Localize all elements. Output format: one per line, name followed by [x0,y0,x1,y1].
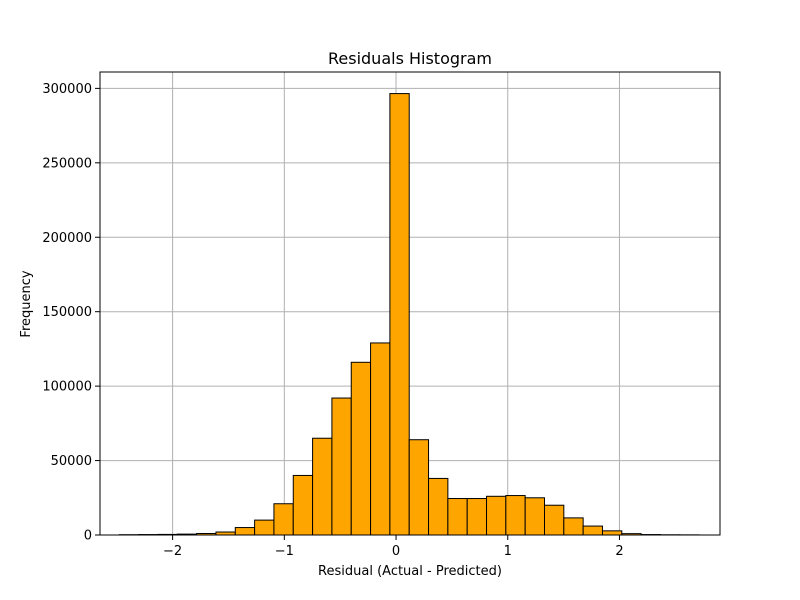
y-tick-label: 50000 [51,454,92,469]
histogram-bar [486,495,507,536]
histogram-bar [370,342,391,536]
y-tick-label: 200000 [42,231,92,246]
x-tick-label: 0 [392,544,400,559]
histogram-bar [350,361,372,536]
histogram-bar [505,495,526,536]
plot-frame [99,71,721,536]
histogram-bar [408,439,430,536]
histogram-bar [582,525,603,536]
y-tick-label: 100000 [42,380,92,395]
x-axis-ticks: −2 −1 0 1 2 [163,535,624,559]
x-axis-label: Residual (Actual - Predicted) [318,564,502,579]
y-tick-label: 300000 [42,82,92,97]
histogram-bar [447,498,468,536]
y-tick-label: 150000 [42,305,92,320]
y-axis-label: Frequency [19,270,34,337]
x-tick-label: 2 [615,544,623,559]
histogram-bar [273,503,294,536]
histogram-bar [254,519,275,536]
y-tick-label: 0 [84,529,92,544]
y-axis-ticks: 0 50000 100000 150000 200000 250000 300000 [42,82,100,544]
histogram-bar [292,474,314,536]
y-tick-label: 250000 [42,156,92,171]
x-tick-label: 1 [504,544,512,559]
chart-title: Residuals Histogram [328,49,492,68]
histogram-bar [563,517,584,536]
histogram-bar [466,498,488,536]
histogram-bar [331,397,352,536]
histogram-bar [601,530,623,536]
x-tick-label: −2 [163,544,182,559]
histogram-bar [234,527,256,536]
histogram-bar [524,497,546,536]
histogram-bar [389,93,410,536]
x-tick-label: −1 [275,544,294,559]
histogram-bar [428,477,449,536]
histogram-bar [312,437,333,536]
histogram-bar [544,504,565,536]
